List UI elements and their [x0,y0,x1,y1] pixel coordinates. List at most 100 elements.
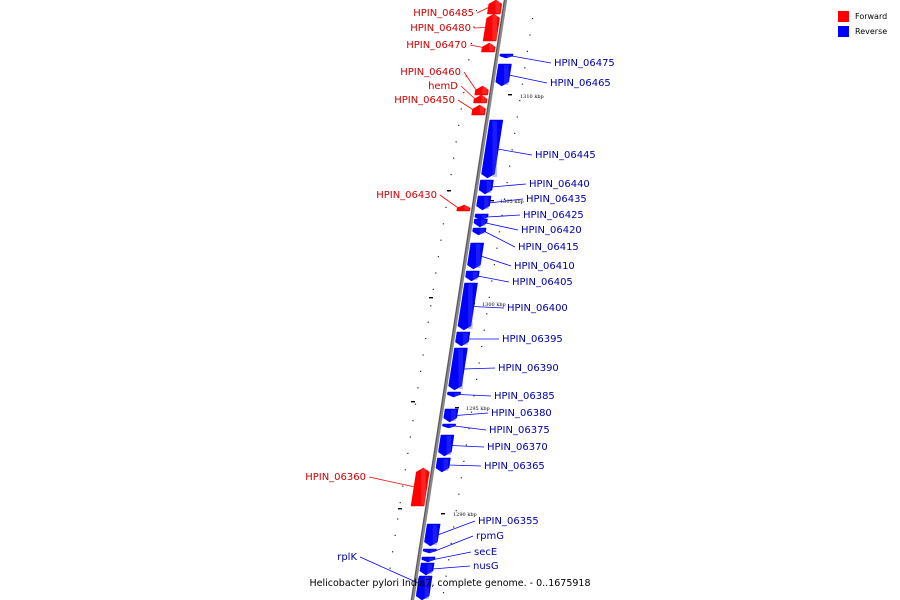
tick-mark [430,305,432,307]
tick-mark [488,296,490,298]
gene-label-HPIN_06440: HPIN_06440 [529,179,590,190]
tick-mark [442,223,445,225]
gene-label-HPIN_06410: HPIN_06410 [514,261,575,272]
gene-shade [451,410,456,421]
gene-shade [446,436,452,455]
tick-mark [460,477,462,479]
gene-shade [479,229,485,234]
tick-mark [427,321,429,323]
tick-mark [414,403,417,405]
gene-arrow-hemD [473,94,488,104]
gene-label-HPIN_06425: HPIN_06425 [523,210,584,221]
gene-shade [492,121,498,177]
gene-label-HPIN_06395: HPIN_06395 [502,334,563,345]
leader-line [434,535,474,552]
tick-mark [529,34,531,36]
leader-line [488,198,524,204]
leader-line [463,71,477,91]
gene-arrow-HPIN_06460 [474,85,489,96]
tick-mark [493,264,495,266]
leader-line [463,367,496,370]
tick-mark [455,141,457,143]
leader-line [469,44,484,48]
major-tick [455,407,459,409]
gene-arrow-HPIN_06480 [482,13,500,42]
leader-line [486,214,521,218]
gene-arrow-HPIN_06420 [473,218,488,228]
gene-shade [427,564,432,574]
genome-caption: Helicobacter pylori India7, complete gen… [309,578,591,589]
legend-forward-label: Forward [855,12,888,21]
tick-mark [465,75,467,77]
gene-shade [430,550,435,552]
tick-mark [470,42,473,44]
tick-mark [473,395,475,397]
leader-line [457,99,474,111]
tick-mark [481,346,483,348]
gene-arrow-HPIN_06465 [495,63,512,87]
gene-arrow-HPIN_06415 [472,227,487,236]
tick-mark [425,338,427,340]
tick-mark [514,132,516,134]
gene-label-HPIN_06475: HPIN_06475 [554,58,615,69]
gene-label-rplK: rplK [337,552,357,563]
major-tick [490,200,494,202]
gene-arrow-nusG [419,562,435,576]
gene-label-HPIN_06465: HPIN_06465 [550,78,611,89]
leader-line [456,412,489,416]
tick-mark [531,18,534,20]
gene-label-HPIN_06445: HPIN_06445 [535,150,596,161]
leader-line [439,194,459,209]
tick-mark [445,206,447,208]
leader-line [497,148,533,156]
gene-shade [506,55,512,57]
gene-label-HPIN_06450: HPIN_06450 [394,95,455,106]
gene-arrow-HPIN_06425 [474,213,489,221]
gene-arrow-HPIN_06390 [448,347,468,391]
major-tick [447,190,451,192]
gene-arrow-HPIN_06360 [410,467,430,507]
tick-mark [501,214,503,216]
tick-mark [521,83,523,85]
leader-line [476,6,490,14]
major-tick [508,94,512,96]
gene-arrow-HPIN_06410 [467,242,485,270]
gene-shade [481,96,486,102]
tick-mark [450,542,452,544]
scale-label: 1300 kbp [482,302,506,308]
gene-arrow-HPIN_06385 [447,391,461,398]
gene-arrow-HPIN_06365 [435,457,451,473]
tick-mark [422,354,424,356]
gene-shade [458,349,463,389]
gene-shade [484,197,489,209]
gene-label-HPIN_06400: HPIN_06400 [507,303,568,314]
gene-arrow-HPIN_06380 [443,408,459,423]
tick-mark [465,444,468,446]
gene-labels: HPIN_06485 HPIN_06480 HPIN_06470 HPIN_06475… [305,8,615,572]
gene-label-nusG: nusG [473,561,499,572]
tick-mark [460,108,462,110]
gene-shade [424,577,430,599]
leader-line [459,394,492,397]
gene-shade [472,272,478,280]
gene-label-HPIN_06385: HPIN_06385 [494,391,555,402]
legend-forward: Forward [838,9,887,24]
tick-mark [475,378,478,380]
leader-line [491,183,527,188]
tick-mark [483,329,485,331]
leader-line [448,464,482,467]
tick-mark [478,362,480,364]
gene-label-HPIN_06430: HPIN_06430 [376,190,437,201]
tick-mark [419,370,422,372]
gene-shade [495,1,501,13]
scale-label: 1295 kbp [466,406,490,412]
tick-mark [404,469,406,471]
tick-mark [417,387,419,389]
legend: Forward Reverse [838,9,887,39]
gene-label-HPIN_06355: HPIN_06355 [478,516,539,527]
label-leader-lines [359,6,552,589]
gene-label-HPIN_06435: HPIN_06435 [526,194,587,205]
leader-line [359,556,430,589]
tick-mark [498,231,501,233]
gene-shade [503,65,509,85]
